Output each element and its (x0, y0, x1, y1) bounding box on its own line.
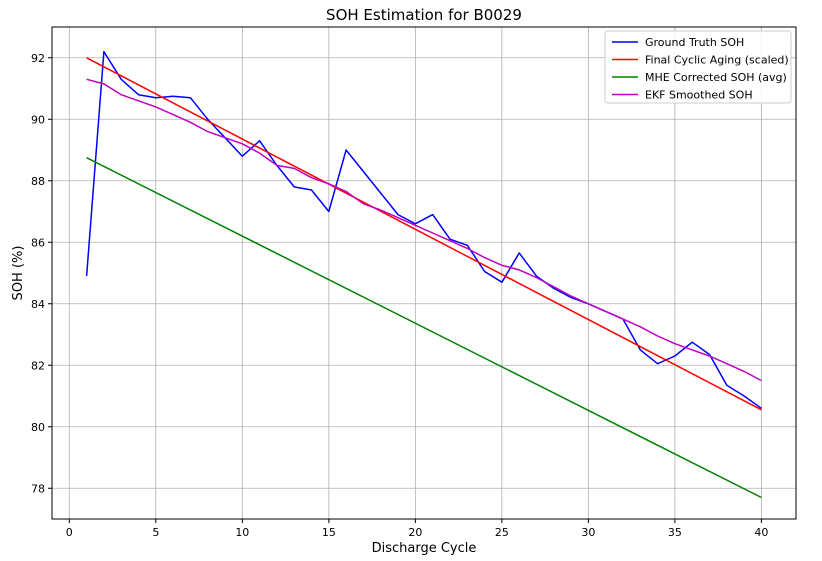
y-tick-label: 82 (31, 359, 45, 372)
legend-label: EKF Smoothed SOH (645, 89, 753, 102)
y-tick-label: 90 (31, 113, 45, 126)
x-tick-label: 0 (66, 526, 73, 539)
series-line-1 (85, 50, 762, 409)
y-tick-label: 92 (31, 52, 45, 65)
legend-label: MHE Corrected SOH (avg) (645, 71, 787, 84)
legend-label: Ground Truth SOH (645, 36, 744, 49)
y-axis-title: SOH (%) (11, 246, 26, 301)
x-tick-label: 5 (152, 526, 159, 539)
series-line-2 (86, 57, 762, 411)
y-tick-label: 88 (31, 175, 45, 188)
y-tick-label: 84 (31, 298, 45, 311)
legend-label: Final Cyclic Aging (scaled) (645, 54, 789, 67)
x-tick-label: 40 (754, 526, 768, 539)
series-line-4 (86, 78, 762, 382)
x-tick-label: 15 (322, 526, 336, 539)
legend-box (604, 30, 792, 104)
x-axis-ticks: 0 5 10 15 20 25 30 35 40 (66, 519, 768, 539)
chart-title: SOH Estimation for B0029 (326, 6, 522, 24)
x-axis-title: Discharge Cycle (372, 541, 477, 556)
y-axis-ticks: 78 80 82 84 86 88 90 92 (31, 52, 52, 495)
series-line-3 (86, 157, 762, 499)
x-tick-label: 20 (408, 526, 422, 539)
y-tick-label: 86 (31, 236, 45, 249)
x-tick-label: 35 (668, 526, 682, 539)
legend: Ground Truth SOH Final Cyclic Aging (scal… (604, 30, 792, 104)
series-lines (85, 50, 762, 499)
y-tick-label: 80 (31, 421, 45, 434)
x-tick-label: 25 (495, 526, 509, 539)
x-tick-label: 30 (581, 526, 595, 539)
x-tick-label: 10 (235, 526, 249, 539)
grid (52, 27, 796, 519)
plot-frame (51, 26, 797, 520)
y-tick-label: 78 (31, 482, 45, 495)
